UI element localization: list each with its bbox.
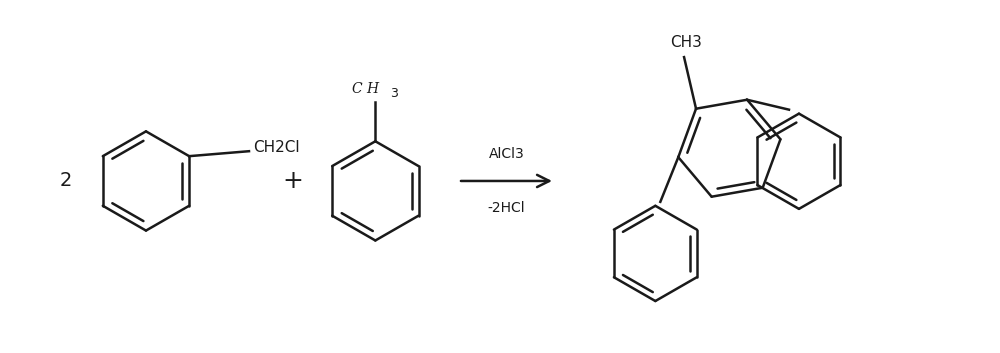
Text: +: + — [282, 169, 303, 193]
Text: 3: 3 — [390, 86, 398, 100]
Text: -2HCl: -2HCl — [488, 201, 525, 215]
Text: CH3: CH3 — [670, 35, 702, 50]
Text: CH2Cl: CH2Cl — [253, 140, 300, 155]
Text: AlCl3: AlCl3 — [489, 147, 524, 161]
Text: 2: 2 — [60, 172, 72, 191]
Text: C H: C H — [352, 82, 379, 96]
